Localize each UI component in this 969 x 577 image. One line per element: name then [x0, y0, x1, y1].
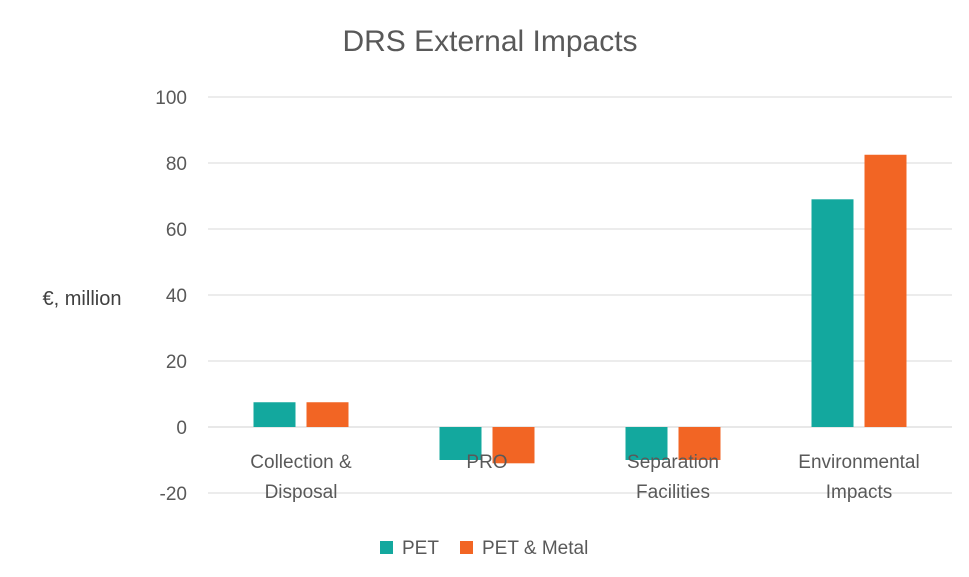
- y-tick-label: 20: [166, 352, 187, 373]
- x-category-label: Collection &: [250, 452, 352, 473]
- bar-pet-metal: [864, 154, 907, 427]
- y-tick-label: -20: [160, 484, 187, 505]
- x-category-label: Facilities: [636, 482, 710, 503]
- x-category-label: Separation: [627, 452, 719, 473]
- bar-pet: [625, 427, 668, 460]
- y-tick-label: 100: [155, 88, 187, 109]
- x-category-label: Disposal: [265, 482, 338, 503]
- x-category-label: Impacts: [826, 482, 893, 503]
- bar-pet-metal: [492, 427, 535, 464]
- legend-swatch: [460, 541, 473, 554]
- bar-pet-metal: [306, 402, 349, 427]
- y-tick-label: 80: [166, 154, 187, 175]
- x-category-label: PRO: [466, 452, 507, 473]
- bar-pet: [253, 402, 296, 427]
- x-axis-category-labels: Collection & Disposal PRO Separation Facilit…: [250, 452, 919, 503]
- y-axis-label: €, million: [43, 288, 122, 310]
- bar-pet: [439, 427, 482, 460]
- y-tick-label: 60: [166, 220, 187, 241]
- bar-pet-metal: [678, 427, 721, 460]
- bar-pet: [811, 199, 854, 427]
- y-axis-ticks: 100 80 60 40 20 0 -20: [155, 88, 187, 505]
- x-category-label: Environmental: [798, 452, 919, 473]
- legend: PET PET & Metal: [380, 538, 588, 559]
- legend-label: PET: [402, 538, 439, 559]
- chart-title: DRS External Impacts: [342, 25, 637, 58]
- y-tick-label: 40: [166, 286, 187, 307]
- legend-swatch: [380, 541, 393, 554]
- y-tick-label: 0: [176, 418, 187, 439]
- bars: [253, 154, 907, 464]
- legend-label: PET & Metal: [482, 538, 588, 559]
